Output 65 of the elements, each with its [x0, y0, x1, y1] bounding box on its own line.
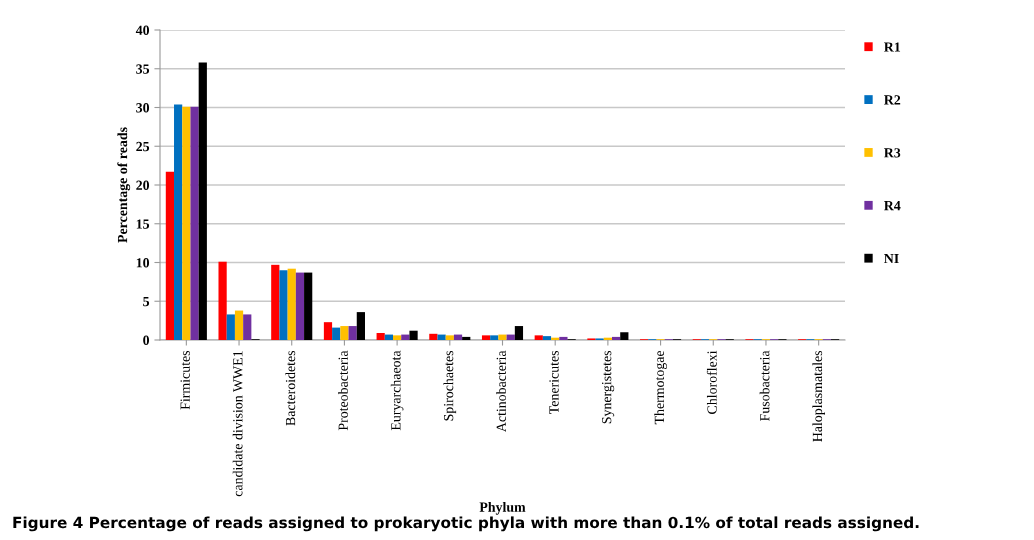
bar [182, 106, 191, 340]
y-tick-label: 25 [136, 141, 150, 152]
bar [332, 327, 341, 340]
y-tick-label: 10 [136, 258, 150, 268]
bar [340, 326, 349, 340]
bar [514, 326, 524, 340]
bar [165, 171, 175, 340]
bar [559, 336, 568, 340]
bar [356, 312, 365, 340]
y-tick-label: 20 [136, 180, 150, 190]
y-axis-title: Percentage of reads [117, 127, 131, 243]
legend-label: R4 [884, 201, 901, 211]
bar [542, 336, 552, 340]
bar [323, 322, 333, 340]
bar [409, 330, 418, 340]
bar [611, 336, 621, 340]
x-tick-label: Proteobacteria [338, 350, 348, 431]
bar [498, 334, 507, 340]
x-tick-label: Haloplasmatales [812, 350, 825, 442]
x-tick-label: Synergistetes [601, 350, 615, 424]
bar [218, 261, 227, 340]
bar [190, 106, 199, 340]
x-tick-label: Firmicutes [180, 350, 190, 410]
bar [429, 333, 438, 340]
legend-label: NI [884, 253, 899, 264]
bar [174, 104, 183, 340]
bar [490, 335, 499, 340]
bar [348, 326, 357, 340]
bar [243, 314, 252, 340]
bar [445, 335, 454, 340]
bar [462, 336, 471, 340]
y-tick-label: 5 [143, 296, 150, 307]
y-tick-label: 30 [136, 103, 150, 113]
bar [620, 332, 629, 340]
x-tick-label: Tenericutes [549, 350, 559, 414]
x-tick-label: Thermotogae [654, 350, 667, 425]
x-tick-label: Chloroflexi [706, 350, 717, 414]
bar [376, 333, 385, 340]
bar [437, 334, 446, 340]
x-tick-label: Euryarchaeota [390, 350, 404, 431]
bar [279, 270, 288, 340]
bar [393, 335, 402, 340]
x-axis-title: Phylum [479, 502, 526, 515]
bar [534, 335, 543, 340]
caption: Figure 4 Percentage of reads assigned to prokaryotic phyla with more than 0.1% of total reads assigned. [13, 516, 919, 532]
bar [287, 268, 296, 340]
legend-label: R2 [884, 95, 901, 105]
x-tick-label: Spirochaetes [443, 350, 457, 421]
bar [234, 310, 244, 340]
x-tick-label: Fusobacteria [759, 350, 770, 421]
bar [304, 272, 313, 340]
y-tick-label: 0 [143, 335, 150, 345]
y-tick-label: 35 [136, 64, 150, 74]
x-tick-label: Actinobacteria [496, 350, 506, 433]
legend-label: R1 [884, 42, 901, 52]
legend-label: R3 [884, 148, 901, 158]
x-tick-label: Bacteroidetes [285, 350, 296, 426]
x-tick-label: candidate division WWE1 [232, 351, 243, 497]
y-tick-label: 15 [136, 219, 150, 229]
bar [295, 272, 305, 340]
bar [481, 335, 491, 340]
bar [198, 62, 207, 340]
y-tick-label: 40 [135, 25, 150, 35]
bar [226, 314, 235, 340]
bar [271, 264, 280, 340]
